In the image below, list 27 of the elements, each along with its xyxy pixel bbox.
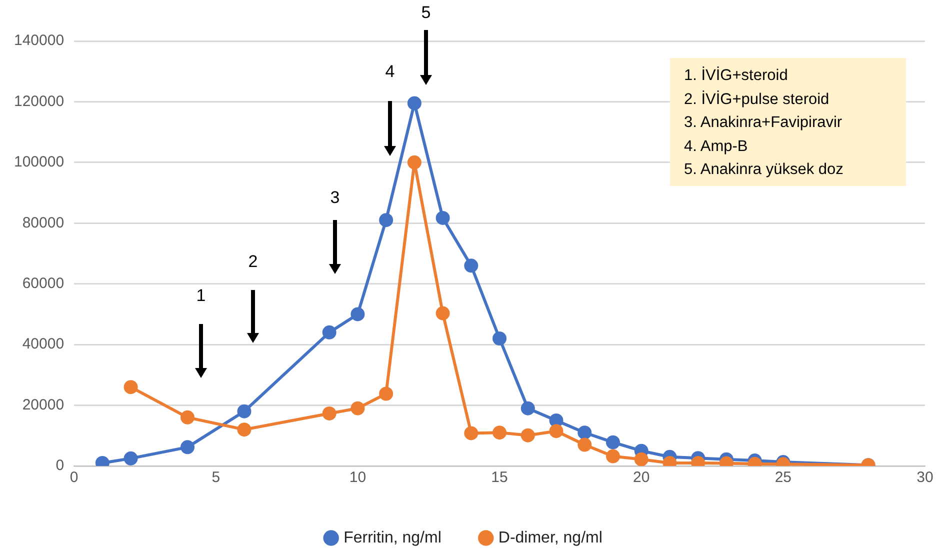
annotation: 3. Anakinra+Favipiravir [684,113,844,133]
x-tick-label: 25 [774,469,792,486]
y-tick-label: 20000 [22,396,64,414]
y-tick-label: 40000 [22,336,64,353]
annotation: 1 [195,285,207,307]
annotation: 5. Anakinra yüksek doz [684,160,844,180]
x-tick-label: 20 [633,469,650,486]
annotation: 1. İVİG+steroid [684,66,789,86]
y-tick-label: 80000 [22,214,64,232]
annotation: 3 [329,187,341,209]
annotation: 2 [247,251,259,273]
text: 5 [420,2,432,24]
x-tick-label: 0 [70,469,78,486]
x-tick-label: 5 [212,469,220,486]
y-tick-label: 120000 [14,92,64,110]
annotation: 2. İVİG+pulse steroid [684,90,830,110]
x-tick-label: 15 [491,469,508,486]
annotation: 4 [384,61,396,83]
x-tick-label: 10 [349,469,366,486]
legend-label: Ferritin, ng/ml [344,529,442,546]
x-tick-label: 30 [916,469,934,486]
legend-label: D-dimer, ng/ml [498,529,602,546]
y-tick-label: 60000 [22,275,64,292]
y-tick-label: 140000 [14,32,64,50]
y-tick-label: 100000 [14,154,64,171]
annotation: 4. Amp-B [684,136,749,156]
y-tick-label: 0 [56,457,64,474]
